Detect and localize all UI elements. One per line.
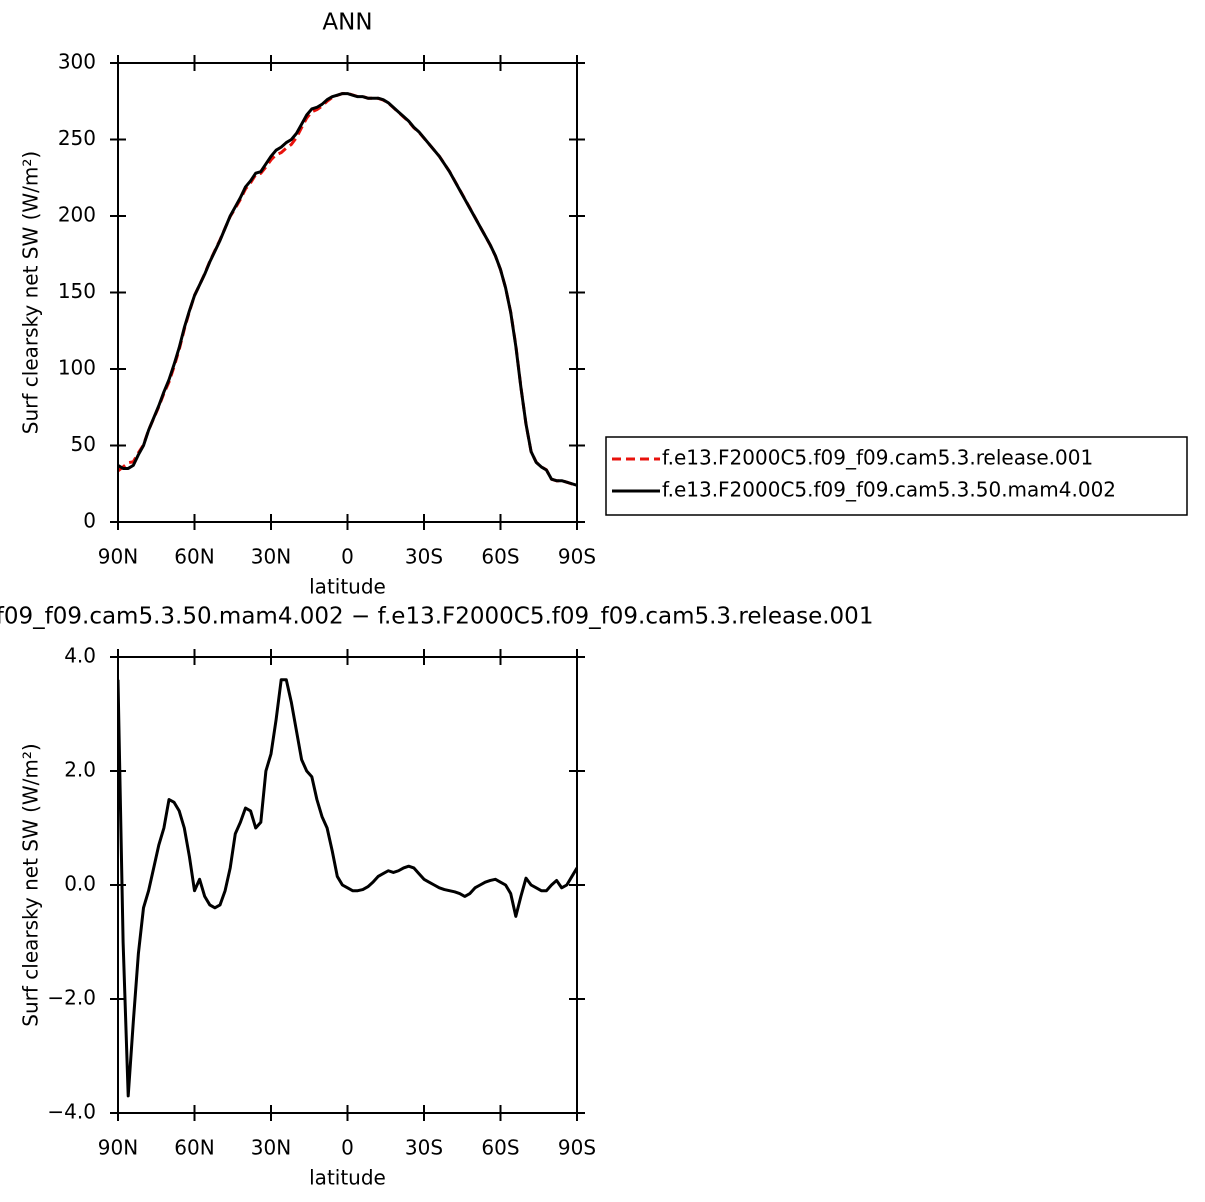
chart-title: f.e13.F2000C5.f09_f09.cam5.3.50.mam4.002… xyxy=(0,604,873,630)
x-tick-label: 0 xyxy=(341,545,354,569)
y-tick-label: 250 xyxy=(58,126,96,150)
plot-frame xyxy=(117,656,578,1114)
legend-label: f.e13.F2000C5.f09_f09.cam5.3.50.mam4.002 xyxy=(662,478,1116,502)
y-tick-label: −4.0 xyxy=(47,1100,96,1124)
x-tick-label: 0 xyxy=(341,1136,354,1160)
plot-frame xyxy=(117,62,578,523)
y-tick-label: 150 xyxy=(58,279,96,303)
x-axis-label: latitude xyxy=(309,1166,386,1190)
y-axis-label: Surf clearsky net SW (W/m²) xyxy=(19,151,43,434)
y-tick-label: 300 xyxy=(58,50,96,74)
data-line xyxy=(118,92,577,487)
x-tick-label: 30N xyxy=(251,1136,291,1160)
x-axis-label: latitude xyxy=(309,575,386,599)
legend-label: f.e13.F2000C5.f09_f09.cam5.3.release.001 xyxy=(662,446,1093,470)
x-tick-label: 30S xyxy=(405,1136,443,1160)
x-tick-label: 60N xyxy=(174,545,214,569)
chart-title: ANN xyxy=(322,10,372,36)
y-tick-label: −2.0 xyxy=(47,986,96,1010)
y-tick-label: 0.0 xyxy=(64,872,96,896)
x-tick-label: 90N xyxy=(98,1136,138,1160)
y-tick-label: 4.0 xyxy=(64,644,96,668)
x-tick-label: 30N xyxy=(251,545,291,569)
y-tick-label: 200 xyxy=(58,203,96,227)
x-tick-label: 90N xyxy=(98,545,138,569)
x-tick-label: 60S xyxy=(481,545,519,569)
x-tick-label: 60N xyxy=(174,1136,214,1160)
y-axis-label: Surf clearsky net SW (W/m²) xyxy=(19,743,43,1026)
x-tick-label: 90S xyxy=(558,1136,596,1160)
y-tick-label: 0 xyxy=(83,509,96,533)
y-tick-label: 100 xyxy=(58,356,96,380)
data-line xyxy=(118,91,577,488)
y-tick-label: 2.0 xyxy=(64,758,96,782)
y-tick-label: 50 xyxy=(71,432,96,456)
x-tick-label: 60S xyxy=(481,1136,519,1160)
x-tick-label: 90S xyxy=(558,545,596,569)
legend-box xyxy=(605,436,1188,516)
x-tick-label: 30S xyxy=(405,545,443,569)
data-line xyxy=(118,678,577,1098)
